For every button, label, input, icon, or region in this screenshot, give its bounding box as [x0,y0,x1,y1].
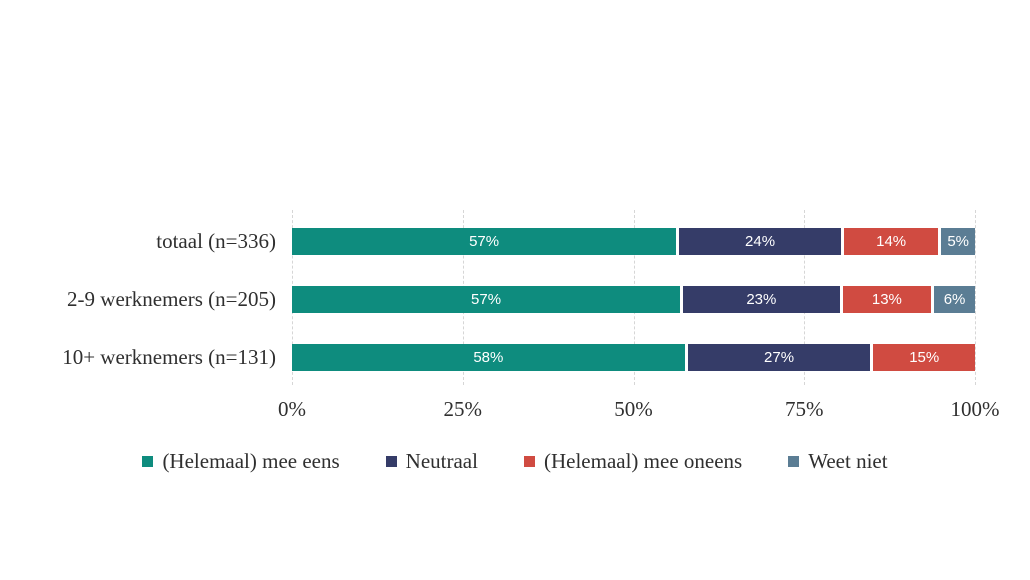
segment-value-label: 5% [947,233,969,250]
x-axis-tick-label: 75% [785,397,824,421]
bar-segment-1: 57% [292,286,681,313]
bar-segment-2: 23% [683,286,840,313]
legend-label: Neutraal [405,449,478,473]
segment-value-label: 27% [764,349,795,366]
x-axis-tick-label: 100% [950,397,1000,421]
legend-item: Neutraal [385,449,478,474]
plot-area: 57% 24% 14% 5% 57% 23% 13% 6% 58% 27% 15% [292,210,976,385]
bar-segment-4: 5% [941,228,976,255]
category-label: totaal (n=336) [156,229,276,253]
x-axis-tick-label: 25% [443,397,483,421]
bar-segment-1: 58% [292,344,685,371]
legend-swatch-icon [385,456,397,467]
segment-value-label: 57% [469,233,500,250]
legend-swatch-icon [523,456,535,467]
bar-segment-1: 57% [292,228,677,255]
segment-value-label: 6% [943,291,966,308]
bar-segment-2: 27% [687,344,871,371]
bar-row: 57% 23% 13% 6% [292,286,975,313]
bar-segment-3: 13% [842,286,932,313]
segment-value-label: 15% [909,349,940,366]
segment-value-label: 57% [471,291,502,308]
legend-swatch-icon [142,456,154,467]
bar-segment-4: 6% [934,286,975,313]
segment-value-label: 58% [473,349,504,366]
segment-value-label: 23% [746,291,777,308]
segment-value-label: 14% [876,233,907,250]
bar-segment-3: 15% [873,344,975,371]
category-label: 10+ werknemers (n=131) [62,345,276,369]
segment-value-label: 24% [745,233,776,250]
legend: (Helemaal) mee eens Neutraal (Helemaal) me… [0,449,1030,474]
legend-label: (Helemaal) mee oneens [543,449,743,473]
category-label: 2-9 werknemers (n=205) [67,287,276,311]
gridline [975,210,976,385]
x-axis-tick-label: 50% [614,397,653,421]
legend-swatch-icon [788,456,800,467]
bar-segment-2: 24% [679,228,841,255]
bar-segment-3: 14% [843,228,939,255]
bar-row: 57% 24% 14% 5% [292,228,976,255]
legend-label: (Helemaal) mee eens [162,449,340,473]
segment-value-label: 13% [871,291,902,308]
x-axis-tick-label: 0% [278,397,306,421]
legend-label: Weet niet [808,449,888,473]
legend-item: Weet niet [788,449,888,474]
bar-row: 58% 27% 15% [292,344,975,371]
legend-item: (Helemaal) mee eens [142,449,340,474]
legend-item: (Helemaal) mee oneens [523,449,743,474]
